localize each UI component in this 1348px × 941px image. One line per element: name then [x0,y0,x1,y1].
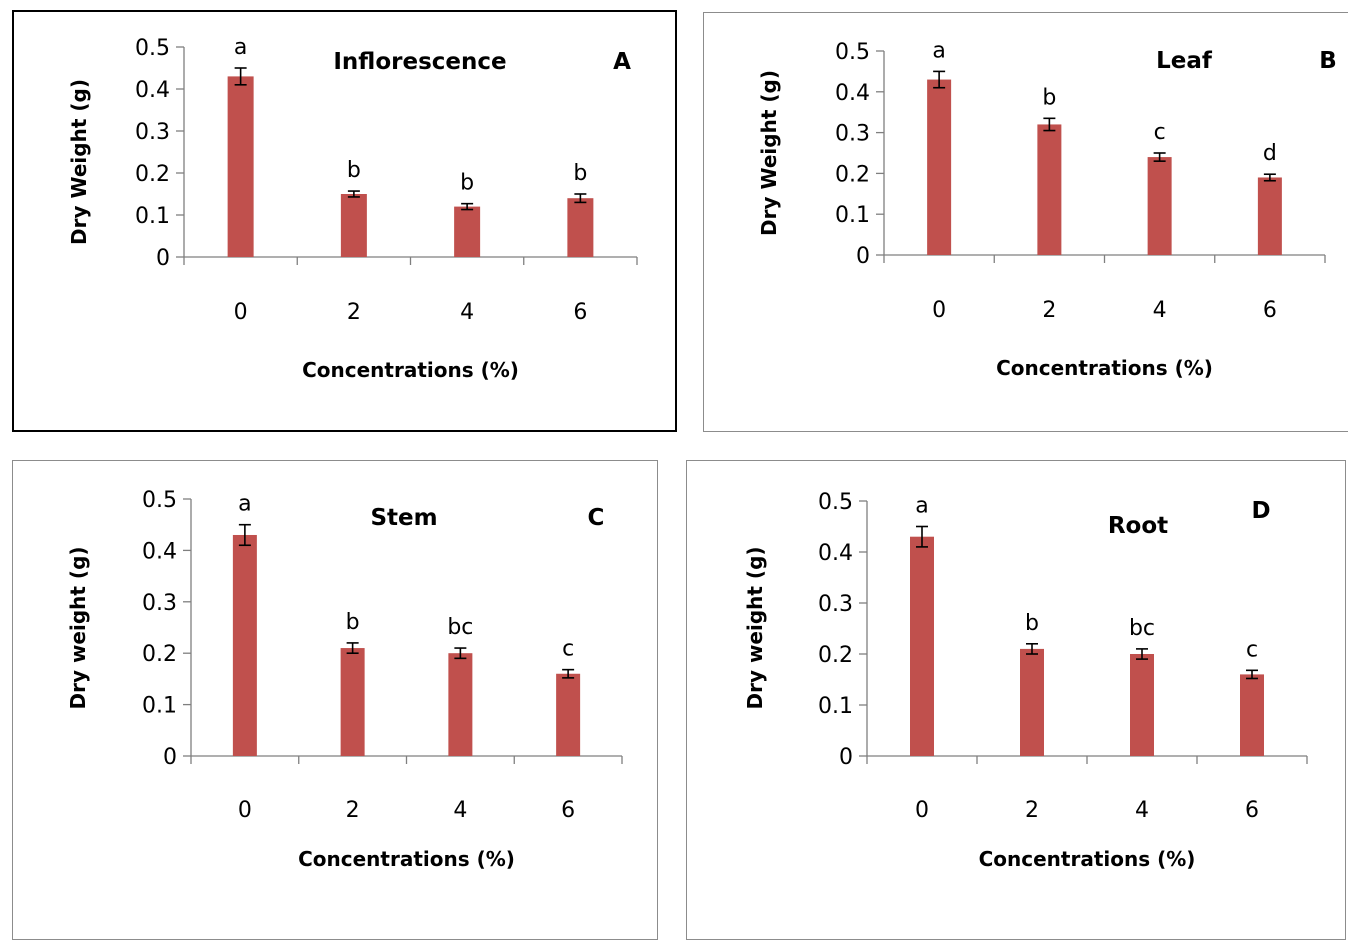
bar [1037,124,1062,255]
x-tick-label: 4 [1153,298,1167,323]
y-tick-label: 0.1 [818,694,853,719]
y-tick-label: 0.5 [142,488,177,513]
chart-panel-c: 0 0.1 0.2 0.3 0.4 0.5 a 0 b 2 bc 4 c 6 Stem C Concentrat… [12,460,658,940]
bar [910,536,934,756]
bar-chart-svg: 0 0.1 0.2 0.3 0.4 0.5 a 0 b 2 b 4 b 6 Inflorescence A Co… [67,35,638,382]
x-tick-label: 2 [346,798,360,823]
y-tick-label: 0.3 [135,120,170,145]
chart-title: Inflorescence [333,49,506,75]
y-tick-label: 0.2 [818,643,853,668]
significance-label: b [1042,85,1056,110]
y-tick-label: 0.5 [818,490,853,515]
y-tick-label: 0.1 [135,204,170,229]
chart-panel-d: 0 0.1 0.2 0.3 0.4 0.5 a 0 b 2 bc 4 c 6 Root D Concentrat… [686,460,1346,940]
significance-label: c [562,637,574,662]
bar [340,194,367,257]
y-tick-label: 0 [163,745,177,770]
x-axis-title: Concentrations (%) [302,358,519,382]
chart-panel-a: 0 0.1 0.2 0.3 0.4 0.5 a 0 b 2 b 4 b 6 Inflorescence A Co… [12,10,677,432]
bar [340,648,365,756]
significance-label: b [460,171,474,196]
bar [448,653,473,756]
x-axis-title: Concentrations (%) [996,356,1213,380]
bar [1147,157,1172,255]
y-tick-label: 0.3 [835,122,870,147]
significance-label: b [346,610,360,635]
x-tick-label: 4 [453,798,467,823]
significance-label: a [238,492,251,517]
bar-chart-svg: 0 0.1 0.2 0.3 0.4 0.5 a 0 b 2 c 4 d 6 Leaf B Concentrati… [757,38,1337,380]
y-tick-label: 0.3 [142,591,177,616]
y-tick-label: 0.4 [835,81,870,106]
bar [927,79,952,255]
y-tick-label: 0.3 [818,592,853,617]
x-tick-label: 0 [238,798,252,823]
significance-label: b [1025,611,1039,636]
bar [556,673,581,756]
x-tick-label: 2 [347,300,361,325]
bar [454,206,481,257]
y-tick-label: 0.4 [818,541,853,566]
x-axis-title: Concentrations (%) [298,847,515,871]
bar [1020,648,1044,756]
y-tick-label: 0 [856,244,870,269]
bar-chart-svg: 0 0.1 0.2 0.3 0.4 0.5 a 0 b 2 bc 4 c 6 Stem C Concentrat… [66,488,623,871]
x-tick-label: 6 [573,300,587,325]
bar [1257,177,1282,255]
panel-letter: C [588,505,605,531]
bar [1130,654,1154,756]
y-tick-label: 0.5 [135,36,170,61]
y-axis-title: Dry Weight (g) [757,70,781,236]
y-tick-label: 0 [839,745,853,770]
x-tick-label: 0 [932,298,946,323]
panel-letter: B [1319,48,1337,74]
significance-label: b [347,158,361,183]
x-tick-label: 6 [561,798,575,823]
significance-label: a [932,38,945,63]
chart-title: Root [1108,513,1168,539]
bar [232,534,257,756]
significance-label: a [234,35,247,60]
panel-letter: A [613,49,631,75]
x-tick-label: 4 [1135,798,1149,823]
y-axis-title: Dry weight (g) [66,546,90,709]
bar-chart-svg: 0 0.1 0.2 0.3 0.4 0.5 a 0 b 2 bc 4 c 6 Root D Concentrat… [743,490,1308,871]
y-tick-label: 0.5 [835,40,870,65]
chart-panel-b: 0 0.1 0.2 0.3 0.4 0.5 a 0 b 2 c 4 d 6 Leaf B Concentrati… [703,12,1348,432]
y-tick-label: 0.4 [142,539,177,564]
chart-title: Stem [370,505,437,531]
significance-label: c [1246,637,1258,662]
x-tick-label: 6 [1245,798,1259,823]
x-tick-label: 0 [915,798,929,823]
chart-title: Leaf [1156,48,1213,74]
significance-label: d [1263,141,1277,166]
y-tick-label: 0.2 [142,642,177,667]
x-tick-label: 4 [460,300,474,325]
x-tick-label: 2 [1025,798,1039,823]
significance-label: a [915,494,928,519]
x-tick-label: 2 [1042,298,1056,323]
y-tick-label: 0.4 [135,78,170,103]
significance-label: bc [447,615,473,640]
significance-label: bc [1129,616,1155,641]
y-axis-title: Dry weight (g) [743,546,767,709]
y-tick-label: 0.2 [835,162,870,187]
bar [1240,674,1264,756]
y-tick-label: 0.1 [835,203,870,228]
bar [227,76,254,258]
y-axis-title: Dry Weight (g) [67,79,91,245]
x-tick-label: 6 [1263,298,1277,323]
x-axis-title: Concentrations (%) [979,847,1196,871]
x-tick-label: 0 [234,300,248,325]
y-tick-label: 0.1 [142,694,177,719]
y-tick-label: 0.2 [135,162,170,187]
y-tick-label: 0 [156,246,170,271]
panel-letter: D [1251,498,1270,524]
significance-label: b [573,161,587,186]
bar [567,198,594,257]
significance-label: c [1154,120,1166,145]
